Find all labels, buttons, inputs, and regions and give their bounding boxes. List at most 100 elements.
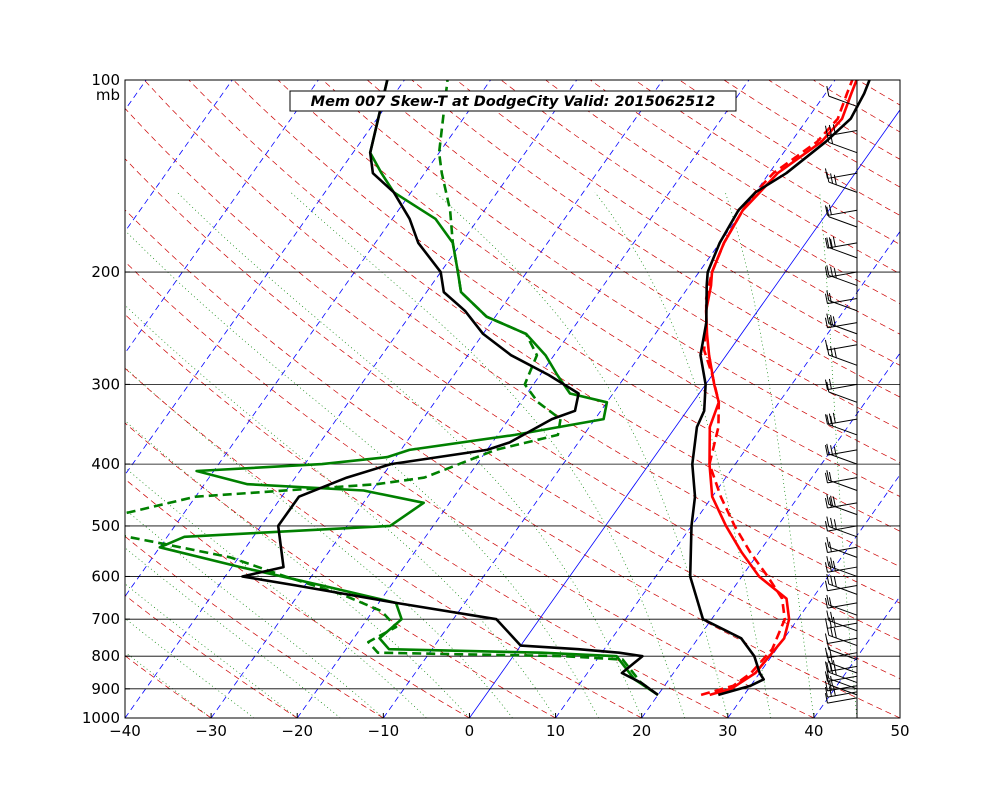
wind-barb	[828, 453, 858, 465]
wind-barb-feather	[830, 517, 834, 529]
x-tick-label: 10	[546, 722, 565, 740]
moist-adiabat-line	[125, 508, 384, 718]
x-tick-label: −30	[195, 722, 227, 740]
p-tick-label: 500	[91, 517, 120, 535]
p-tick-label: 400	[91, 455, 120, 473]
wind-barb	[827, 477, 858, 484]
wind-barb-feather	[830, 495, 834, 506]
wind-barb-feather	[828, 647, 832, 658]
wind-barb-feather	[828, 316, 832, 328]
wind-barb	[827, 344, 858, 351]
moist-adiabats	[125, 192, 858, 718]
wind-barb	[827, 502, 858, 509]
isotherm-line	[125, 80, 405, 476]
x-tick-label: 40	[804, 722, 823, 740]
wind-barb	[827, 652, 858, 659]
wind-barb-feather	[824, 671, 828, 682]
wind-barb	[828, 141, 858, 154]
wind-barb-feather	[824, 686, 828, 698]
wind-barb-feather	[824, 633, 828, 644]
plot-frame	[124, 79, 901, 719]
wind-barb-feather	[824, 580, 828, 591]
wind-barb	[827, 665, 858, 673]
p-tick-label: 300	[91, 375, 120, 393]
dry-adiabat-line	[125, 535, 384, 718]
wind-barb	[828, 391, 858, 403]
wind-barb-feather	[824, 542, 828, 553]
p-tick-label: 200	[91, 263, 120, 281]
wind-barb-feather	[828, 292, 832, 304]
x-tick-label: −20	[281, 722, 313, 740]
dry-adiabat-line	[143, 80, 900, 604]
wind-barb-feather	[832, 412, 836, 424]
moist-adiabat-line	[125, 229, 599, 718]
isotherm-line	[641, 352, 900, 718]
wind-barb	[827, 209, 858, 216]
wind-barb-feather	[828, 378, 832, 390]
wind-barb-feather	[828, 680, 832, 691]
wind-barb-feather	[824, 661, 828, 672]
wind-barb-feather	[830, 173, 834, 184]
wind-barb-feather	[824, 379, 828, 390]
wind-barb-feather	[824, 445, 828, 456]
p-tick-label: 900	[91, 680, 120, 698]
wind-barb	[828, 95, 858, 107]
wind-barb-feather	[824, 125, 828, 136]
pressure-unit-label: mb	[96, 86, 120, 104]
wind-barb-feather	[824, 414, 828, 425]
isotherm-line	[469, 109, 900, 718]
wind-barb-feather	[828, 237, 832, 248]
dry-adiabat-line	[125, 261, 815, 718]
isotherm-line	[125, 80, 578, 718]
wind-barb-feather	[833, 519, 837, 530]
wind-barb-feather	[830, 663, 834, 674]
wind-barb-feather	[830, 314, 834, 326]
wind-barb-feather	[824, 317, 828, 328]
dry-adiabat-line	[500, 80, 900, 335]
wind-barb-feather	[826, 265, 830, 276]
wind-barb-feather	[824, 693, 828, 704]
wind-barb	[827, 322, 858, 329]
wind-barb-feather	[824, 597, 828, 609]
series-environment	[688, 80, 871, 697]
wind-barb-feather	[824, 521, 828, 532]
series-dewpoint-environment	[241, 80, 659, 696]
wind-barb-feather	[832, 560, 836, 571]
moist-adiabat-line	[125, 420, 470, 718]
wind-barb	[828, 526, 858, 538]
p-tick-label: 600	[91, 567, 120, 585]
wind-barb	[827, 297, 858, 305]
wind-barb-feather	[826, 237, 830, 248]
wind-barb-feather	[832, 616, 836, 628]
wind-barb-feather	[824, 647, 828, 658]
dry-adiabat-line	[411, 80, 900, 398]
wind-barb-feather	[826, 86, 830, 97]
wind-barb-feather	[830, 575, 834, 586]
x-tick-label: 20	[632, 722, 651, 740]
moist-adiabat-line	[724, 192, 815, 718]
dry-adiabat-line	[277, 80, 900, 497]
wind-barb-feather	[830, 415, 834, 427]
wind-barb-feather	[826, 610, 830, 621]
wind-barb-feather	[832, 124, 836, 135]
wind-barb-feather	[833, 347, 837, 358]
dry-adiabats	[125, 80, 900, 718]
dry-adiabat-line	[125, 107, 900, 641]
wind-barb	[827, 172, 858, 179]
pressure-axis-ticks: 100 200 300 400 500 600 700 800 900 1000	[82, 71, 130, 727]
wind-barb	[828, 648, 858, 661]
series-temperature	[704, 80, 858, 697]
isotherm-line	[296, 80, 750, 718]
wind-barb	[828, 181, 858, 193]
wind-barb	[828, 503, 858, 516]
x-tick-label: 30	[718, 722, 737, 740]
x-tick-label: −10	[368, 722, 400, 740]
wind-barb-feather	[826, 414, 830, 425]
dry-adiabat-line	[188, 80, 900, 568]
wind-barb-feather	[828, 597, 832, 608]
chart-title: Mem 007 Skew-T at DodgeCity Valid: 20150…	[311, 94, 716, 110]
wind-barb-feather	[824, 205, 828, 216]
wind-barb-feather	[826, 573, 830, 585]
moist-adiabat-line	[594, 192, 772, 718]
